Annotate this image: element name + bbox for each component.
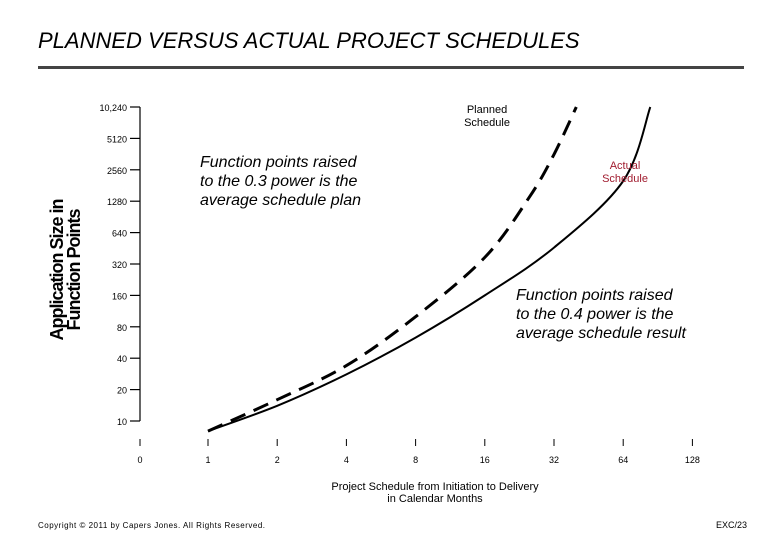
annotation-planned-formula: Function points raised to the 0.3 power … bbox=[200, 153, 361, 210]
y-tick-label: 1280 bbox=[107, 197, 127, 207]
y-tick-label: 40 bbox=[117, 354, 127, 364]
x-tick-label: 0 bbox=[137, 455, 142, 465]
series-label-line: Schedule bbox=[602, 173, 648, 185]
annotation-line: average schedule result bbox=[516, 325, 686, 342]
title-divider bbox=[38, 66, 744, 69]
annotation-line: to the 0.3 power is the bbox=[200, 173, 358, 190]
y-tick-label: 10,240 bbox=[99, 103, 127, 113]
annotation-line: average schedule plan bbox=[200, 192, 362, 209]
planned-schedule-line bbox=[207, 106, 578, 433]
annotation-actual-formula: Function points raised to the 0.4 power … bbox=[516, 286, 686, 343]
x-tick-label: 64 bbox=[618, 455, 628, 465]
series-label-line: Planned bbox=[466, 104, 508, 116]
x-axis-label: Project Schedule from Initiation to Deli… bbox=[300, 481, 570, 505]
annotation-line: to the 0.4 power is the bbox=[516, 306, 674, 323]
y-axis-label-line-2: Function Points bbox=[64, 209, 84, 331]
chart-series bbox=[207, 106, 652, 433]
y-tick-label: 640 bbox=[112, 229, 127, 239]
x-tick-label: 1 bbox=[205, 455, 210, 465]
y-tick-label: 2560 bbox=[107, 166, 127, 176]
y-tick-label: 10 bbox=[117, 417, 127, 427]
series-label-line: Schedule bbox=[464, 117, 510, 129]
x-tick-label: 32 bbox=[549, 455, 559, 465]
slide-title: PLANNED VERSUS ACTUAL PROJECT SCHEDULES bbox=[38, 28, 580, 53]
x-tick-label: 4 bbox=[344, 455, 349, 465]
y-axis-label: Application Size in Function Points bbox=[47, 195, 84, 345]
y-tick-label: 20 bbox=[117, 386, 127, 396]
legend-actual-schedule: Actual Schedule bbox=[592, 160, 658, 186]
y-tick-label: 160 bbox=[112, 291, 127, 301]
x-tick-label: 16 bbox=[480, 455, 490, 465]
slide-number: EXC/23 bbox=[716, 520, 748, 530]
x-tick-label: 128 bbox=[685, 455, 700, 465]
y-tick-label: 320 bbox=[112, 260, 127, 270]
x-tick-label: 8 bbox=[413, 455, 418, 465]
chart-axes: 10 20 40 80 160 320 640 1280 2560 5120 10,240 0 1 2 4 8… bbox=[99, 103, 699, 465]
y-tick-label: 80 bbox=[117, 323, 127, 333]
legend-planned-schedule: Planned Schedule bbox=[455, 104, 519, 130]
actual-schedule-line bbox=[207, 106, 652, 433]
annotation-line: Function points raised bbox=[516, 287, 673, 304]
x-axis-label-line-2: in Calendar Months bbox=[387, 493, 483, 505]
y-tick-label: 5120 bbox=[107, 134, 127, 144]
copyright-footer: Copyright © 2011 by Capers Jones. All Ri… bbox=[38, 521, 266, 530]
annotation-line: Function points raised bbox=[200, 154, 357, 171]
series-label-line: Actual bbox=[609, 160, 641, 172]
x-tick-label: 2 bbox=[275, 455, 280, 465]
x-axis-label-line-1: Project Schedule from Initiation to Deli… bbox=[331, 481, 539, 493]
